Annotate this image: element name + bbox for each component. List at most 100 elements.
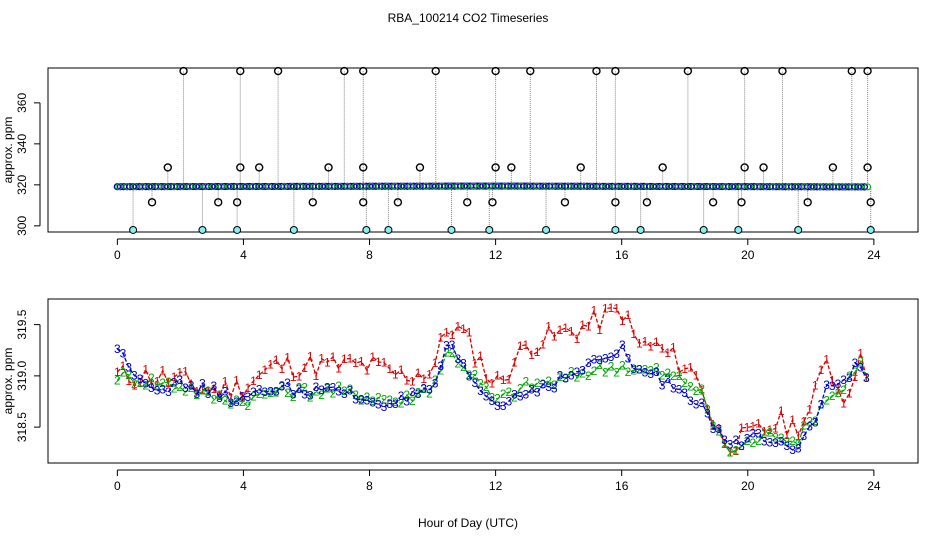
series-2-point: 2 [840, 383, 847, 397]
series-2-point: 2 [608, 359, 615, 373]
series-3-point: 3 [165, 385, 172, 399]
series-1-point: 1 [523, 338, 530, 352]
series-2-point: 2 [188, 381, 195, 395]
baseline-green-point [383, 182, 391, 190]
series-3-point: 3 [341, 387, 348, 401]
baseline-green-point [517, 182, 525, 190]
series-3-point: 3 [494, 399, 501, 413]
series-3-point: 3 [318, 383, 325, 397]
series-3-point: 3 [767, 435, 774, 449]
bottom-x-tick-label: 8 [366, 479, 373, 493]
baseline-green-point [832, 183, 840, 191]
series-2-point: 2 [176, 380, 183, 394]
series-3-point: 3 [205, 387, 212, 401]
series-1-point: 1 [738, 421, 745, 435]
baseline-green-point [785, 183, 793, 191]
series-2-point: 2 [216, 388, 223, 402]
series-3-point: 3 [506, 394, 513, 408]
series-3-point: 3 [262, 385, 269, 399]
chart-title: RBA_100214 CO2 Timeseries [388, 11, 549, 25]
series-3-point: 3 [778, 435, 785, 449]
series-3-point: 3 [358, 392, 365, 406]
series-3-point: 3 [171, 375, 178, 389]
baseline-green-point [351, 182, 359, 190]
series-1-point: 1 [284, 350, 291, 364]
series-3-point: 3 [313, 380, 320, 394]
series-2-point: 2 [159, 376, 166, 390]
series-3-point: 3 [840, 373, 847, 387]
baseline-green-point [343, 182, 351, 190]
baseline-green-point [123, 183, 131, 191]
series-2-line [116, 351, 867, 454]
series-3-point: 3 [732, 433, 739, 447]
baseline-green-point [580, 182, 588, 190]
series-3-point: 3 [863, 371, 870, 385]
series-3-point: 3 [137, 372, 144, 386]
series-3-point: 3 [267, 384, 274, 398]
series-1-point: 1 [749, 419, 756, 433]
series-1-point: 1 [625, 308, 632, 322]
series-2-point: 2 [704, 403, 711, 417]
mid-low-points-point [232, 198, 242, 207]
series-2-point: 2 [579, 366, 586, 380]
series-2-point: 2 [403, 388, 410, 402]
series-1-point: 1 [369, 350, 376, 364]
baseline-green-point [146, 183, 154, 191]
series-1-point: 1 [602, 301, 609, 315]
series-3-point: 3 [744, 432, 751, 446]
top-data-marks [113, 66, 875, 234]
series-2-point: 2 [738, 439, 745, 453]
series-1-point: 1 [142, 362, 149, 376]
series-2-point: 2 [778, 431, 785, 445]
series-2-point: 2 [818, 397, 825, 411]
series-2-point: 2 [154, 379, 161, 393]
series-3-point: 3 [761, 434, 768, 448]
series-3-point: 3 [148, 381, 155, 395]
series-2-point: 2 [358, 393, 365, 407]
baseline-green-point [485, 182, 493, 190]
series-1-point: 1 [806, 403, 813, 417]
series-1-point: 1 [125, 374, 132, 388]
baseline-green-point [588, 182, 596, 190]
baseline-green-point [414, 182, 422, 190]
series-2-point: 2 [313, 385, 320, 399]
baseline-green-point [328, 182, 336, 190]
series-2-point: 2 [386, 393, 393, 407]
cyan-point [542, 225, 551, 234]
series-1-point: 1 [852, 370, 859, 384]
series-2-point: 2 [829, 389, 836, 403]
series-2-point: 2 [545, 374, 552, 388]
baseline-green-point [856, 183, 864, 191]
series-1-point: 1 [182, 365, 189, 379]
top-x-tick-label: 20 [741, 248, 755, 262]
series-1-point: 1 [233, 373, 240, 387]
series-1-point: 1 [460, 322, 467, 336]
baseline-green-point [407, 182, 414, 190]
baseline-green-point [257, 182, 265, 190]
series-1-point: 1 [562, 321, 569, 335]
cyan-point [866, 225, 875, 234]
mid-low-points-point [147, 198, 157, 207]
series-2-point: 2 [806, 415, 813, 429]
series-1-point: 1 [681, 362, 688, 376]
bottom-x-tick-label: 20 [741, 479, 755, 493]
series-1-point: 1 [437, 330, 444, 344]
series-1-point: 1 [557, 323, 564, 337]
high-spikes-point [431, 66, 440, 76]
top-x-tick-label: 24 [867, 248, 881, 262]
cyan-point [384, 225, 393, 234]
mid-low-points-point [560, 198, 570, 207]
series-2-point: 2 [795, 437, 802, 451]
series-2-point: 2 [732, 443, 739, 457]
baseline-green-point [462, 182, 470, 190]
series-2-point: 2 [523, 375, 530, 389]
baseline-green-point [659, 182, 667, 190]
series-1-point: 1 [511, 356, 518, 370]
series-2-point: 2 [245, 399, 252, 413]
series-2-point: 2 [551, 378, 558, 392]
series-3-line [116, 343, 867, 451]
series-2-point: 2 [415, 385, 422, 399]
series-2-point: 2 [596, 358, 603, 372]
series-1-point: 1 [364, 363, 371, 377]
mid-high-points-point [658, 163, 667, 172]
